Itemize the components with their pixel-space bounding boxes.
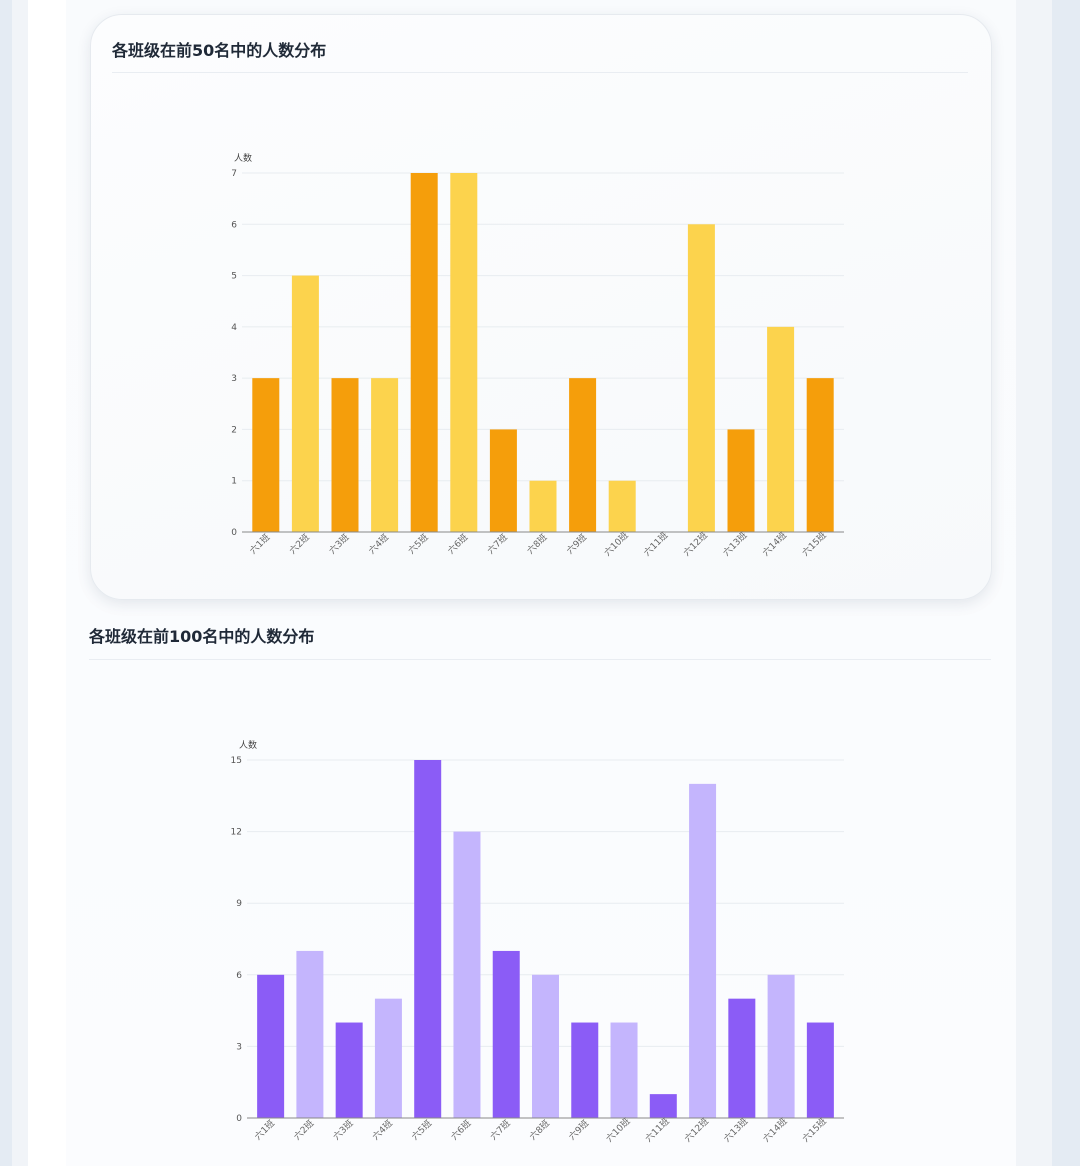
y-tick-label: 3 [231,374,237,384]
top100-chart-title: 各班级在前100名中的人数分布 [89,627,315,646]
bar-六13班 [728,998,756,1118]
x-tick-label: 六4班 [370,1117,395,1142]
y-axis-label: 人数 [234,152,252,164]
bar-六1班 [257,974,285,1118]
top50-title-divider [112,72,968,73]
bar-六13班 [727,429,755,532]
x-tick-label: 六14班 [760,1115,789,1144]
bar-六15班 [806,378,834,532]
y-tick-label: 7 [231,169,237,179]
y-tick-label: 12 [231,828,242,838]
bar-六2班 [296,950,324,1118]
x-tick-label: 六13班 [721,1115,750,1144]
bar-六1班 [252,378,280,532]
y-tick-label: 2 [231,425,237,435]
bar-六10班 [610,1022,638,1118]
x-tick-label: 六1班 [252,1117,277,1142]
x-tick-label: 六7班 [487,1117,512,1142]
bar-六6班 [453,831,481,1118]
x-tick-label: 六12班 [682,1115,711,1144]
bar-六8班 [529,480,557,532]
y-tick-label: 15 [231,756,242,766]
bar-六14班 [767,326,795,532]
y-tick-label: 0 [236,1114,242,1124]
bar-六9班 [571,1022,599,1118]
bar-六9班 [569,378,597,532]
bar-六5班 [414,760,442,1118]
top100-title-divider [89,659,991,660]
bar-六7班 [492,950,520,1118]
y-axis-label: 人数 [239,739,257,751]
y-tick-label: 6 [231,220,237,230]
bar-六4班 [374,998,402,1118]
bar-六8班 [532,974,559,1118]
x-tick-label: 六10班 [603,1115,632,1144]
bar-六3班 [331,378,359,532]
bar-六10班 [608,480,636,532]
x-tick-label: 六8班 [527,1117,552,1142]
bar-六14班 [767,974,795,1118]
bar-六11班 [649,1094,677,1118]
x-tick-label: 六3班 [330,1117,355,1142]
bar-六2班 [291,275,319,532]
y-tick-label: 1 [231,477,237,487]
bar-六4班 [371,378,399,532]
y-tick-label: 9 [236,899,242,909]
x-tick-label: 六6班 [448,1117,473,1142]
y-tick-label: 0 [231,528,237,538]
x-tick-label: 六2班 [291,1117,316,1142]
bar-六3班 [335,1022,363,1118]
bar-六6班 [450,173,478,532]
top50-chart-title: 各班级在前50名中的人数分布 [112,41,327,60]
bar-六12班 [689,783,717,1118]
bar-六12班 [687,224,715,533]
x-tick-label: 六11班 [643,1115,672,1144]
y-tick-label: 5 [231,272,237,282]
bar-六7班 [489,429,517,532]
bar-六5班 [410,173,438,532]
x-tick-label: 六5班 [409,1117,434,1142]
x-tick-label: 六9班 [566,1117,591,1142]
bar-六15班 [806,1022,834,1118]
x-tick-label: 六15班 [800,1115,829,1144]
y-tick-label: 3 [236,1042,242,1052]
y-tick-label: 6 [236,971,242,981]
y-tick-label: 4 [231,323,237,333]
